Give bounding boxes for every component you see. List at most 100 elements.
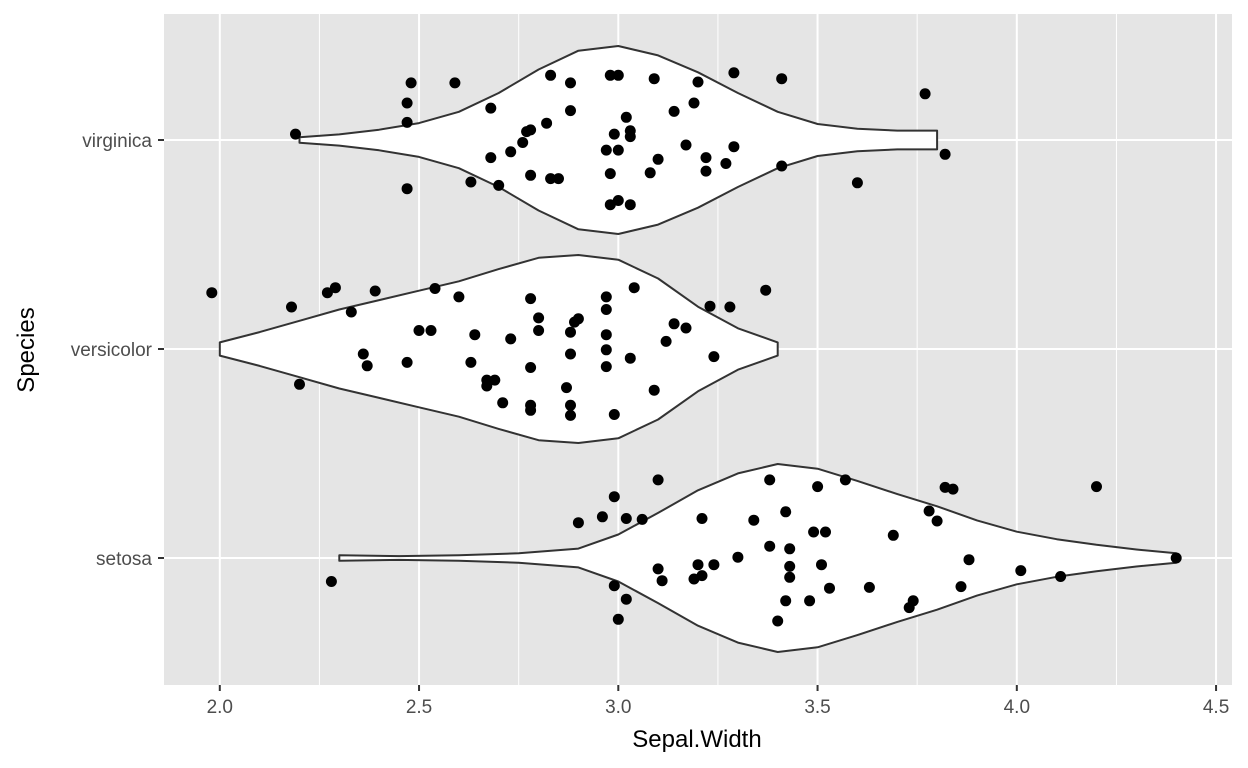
data-point-virginica — [505, 146, 517, 158]
data-point-virginica — [290, 128, 301, 140]
data-point-virginica — [692, 76, 704, 88]
data-point-setosa — [808, 526, 820, 538]
data-point-versicolor — [561, 382, 572, 394]
data-point-virginica — [612, 69, 624, 81]
violin-virginica — [298, 45, 939, 235]
data-point-versicolor — [565, 409, 576, 421]
data-point-versicolor — [525, 362, 537, 373]
data-point-versicolor — [453, 291, 465, 303]
data-point-versicolor — [600, 291, 612, 303]
data-point-virginica — [648, 73, 660, 85]
data-point-versicolor — [600, 329, 612, 341]
data-point-versicolor — [760, 284, 772, 296]
data-point-versicolor — [660, 335, 672, 347]
data-point-versicolor — [624, 352, 636, 364]
data-point-virginica — [405, 77, 417, 89]
data-point-virginica — [851, 177, 863, 189]
data-point-virginica — [728, 67, 740, 79]
data-point-versicolor — [600, 361, 612, 373]
data-point-virginica — [652, 153, 664, 165]
data-point-virginica — [624, 131, 636, 143]
data-point-versicolor — [533, 325, 545, 336]
data-point-virginica — [465, 176, 477, 188]
data-point-virginica — [776, 160, 788, 172]
data-point-setosa — [612, 613, 624, 625]
data-point-versicolor — [465, 356, 477, 368]
data-point-virginica — [728, 141, 740, 153]
data-point-virginica — [608, 128, 620, 140]
data-point-versicolor — [608, 409, 620, 420]
data-point-versicolor — [481, 380, 493, 392]
y-axis: setosa versicolor virginica — [71, 131, 164, 570]
data-point-versicolor — [708, 351, 720, 363]
data-point-setosa — [1091, 481, 1102, 493]
data-point-setosa — [325, 576, 337, 587]
x-tick-label: 2.5 — [406, 697, 432, 718]
data-point-setosa — [804, 595, 816, 607]
data-point-versicolor — [206, 287, 218, 299]
data-point-setosa — [708, 559, 720, 571]
data-point-versicolor — [533, 312, 545, 324]
data-point-setosa — [696, 513, 708, 524]
data-point-virginica — [545, 69, 557, 81]
data-point-virginica — [700, 152, 712, 164]
violins — [218, 45, 1178, 653]
data-point-versicolor — [704, 300, 716, 312]
data-point-setosa — [764, 540, 776, 552]
data-point-virginica — [680, 139, 692, 151]
data-point-virginica — [517, 137, 529, 148]
data-point-setosa — [636, 513, 648, 525]
data-point-versicolor — [600, 344, 612, 356]
data-point-setosa — [748, 514, 760, 526]
data-point-virginica — [919, 88, 931, 100]
data-point-setosa — [732, 551, 744, 563]
x-tick-label: 4.0 — [1004, 697, 1030, 718]
data-point-virginica — [620, 111, 632, 123]
data-point-setosa — [812, 481, 824, 493]
x-tick-label: 3.0 — [605, 697, 631, 718]
data-point-setosa — [1055, 571, 1067, 582]
data-point-setosa — [608, 580, 620, 592]
data-point-virginica — [600, 144, 612, 156]
data-point-setosa — [903, 602, 915, 614]
x-tick-label: 2.0 — [207, 697, 233, 718]
data-point-virginica — [565, 105, 576, 117]
x-tick-label: 3.5 — [804, 697, 830, 718]
data-point-virginica — [612, 144, 624, 156]
y-tick-label: virginica — [82, 131, 152, 152]
data-point-virginica — [644, 167, 656, 179]
y-tick-label: setosa — [96, 549, 152, 570]
data-point-versicolor — [489, 374, 501, 386]
data-point-setosa — [620, 513, 632, 524]
data-point-virginica — [604, 69, 616, 81]
data-point-versicolor — [469, 329, 481, 341]
data-point-versicolor — [525, 293, 537, 305]
data-point-setosa — [839, 474, 851, 486]
data-point-virginica — [565, 77, 576, 89]
data-point-versicolor — [329, 282, 341, 294]
data-point-setosa — [596, 511, 608, 523]
data-point-virginica — [401, 183, 413, 195]
data-point-virginica — [485, 102, 497, 114]
data-point-setosa — [947, 483, 959, 495]
data-point-virginica — [449, 77, 461, 89]
x-axis: 2.0 2.5 3.0 3.5 4.0 4.5 — [207, 685, 1229, 718]
data-point-virginica — [545, 173, 557, 185]
data-point-virginica — [624, 199, 636, 211]
data-point-versicolor — [345, 306, 357, 318]
data-point-virginica — [604, 168, 616, 180]
data-point-setosa — [692, 559, 704, 571]
data-point-virginica — [688, 97, 700, 109]
data-point-versicolor — [680, 322, 692, 334]
data-point-virginica — [553, 173, 564, 185]
data-point-virginica — [525, 169, 537, 181]
data-point-virginica — [720, 158, 732, 169]
data-point-versicolor — [525, 404, 537, 416]
data-point-setosa — [572, 517, 584, 529]
data-point-setosa — [887, 529, 899, 541]
data-point-versicolor — [668, 318, 680, 330]
y-tick-label: versicolor — [71, 340, 153, 361]
data-point-versicolor — [565, 326, 576, 338]
data-point-versicolor — [628, 282, 640, 294]
data-point-virginica — [493, 179, 505, 191]
